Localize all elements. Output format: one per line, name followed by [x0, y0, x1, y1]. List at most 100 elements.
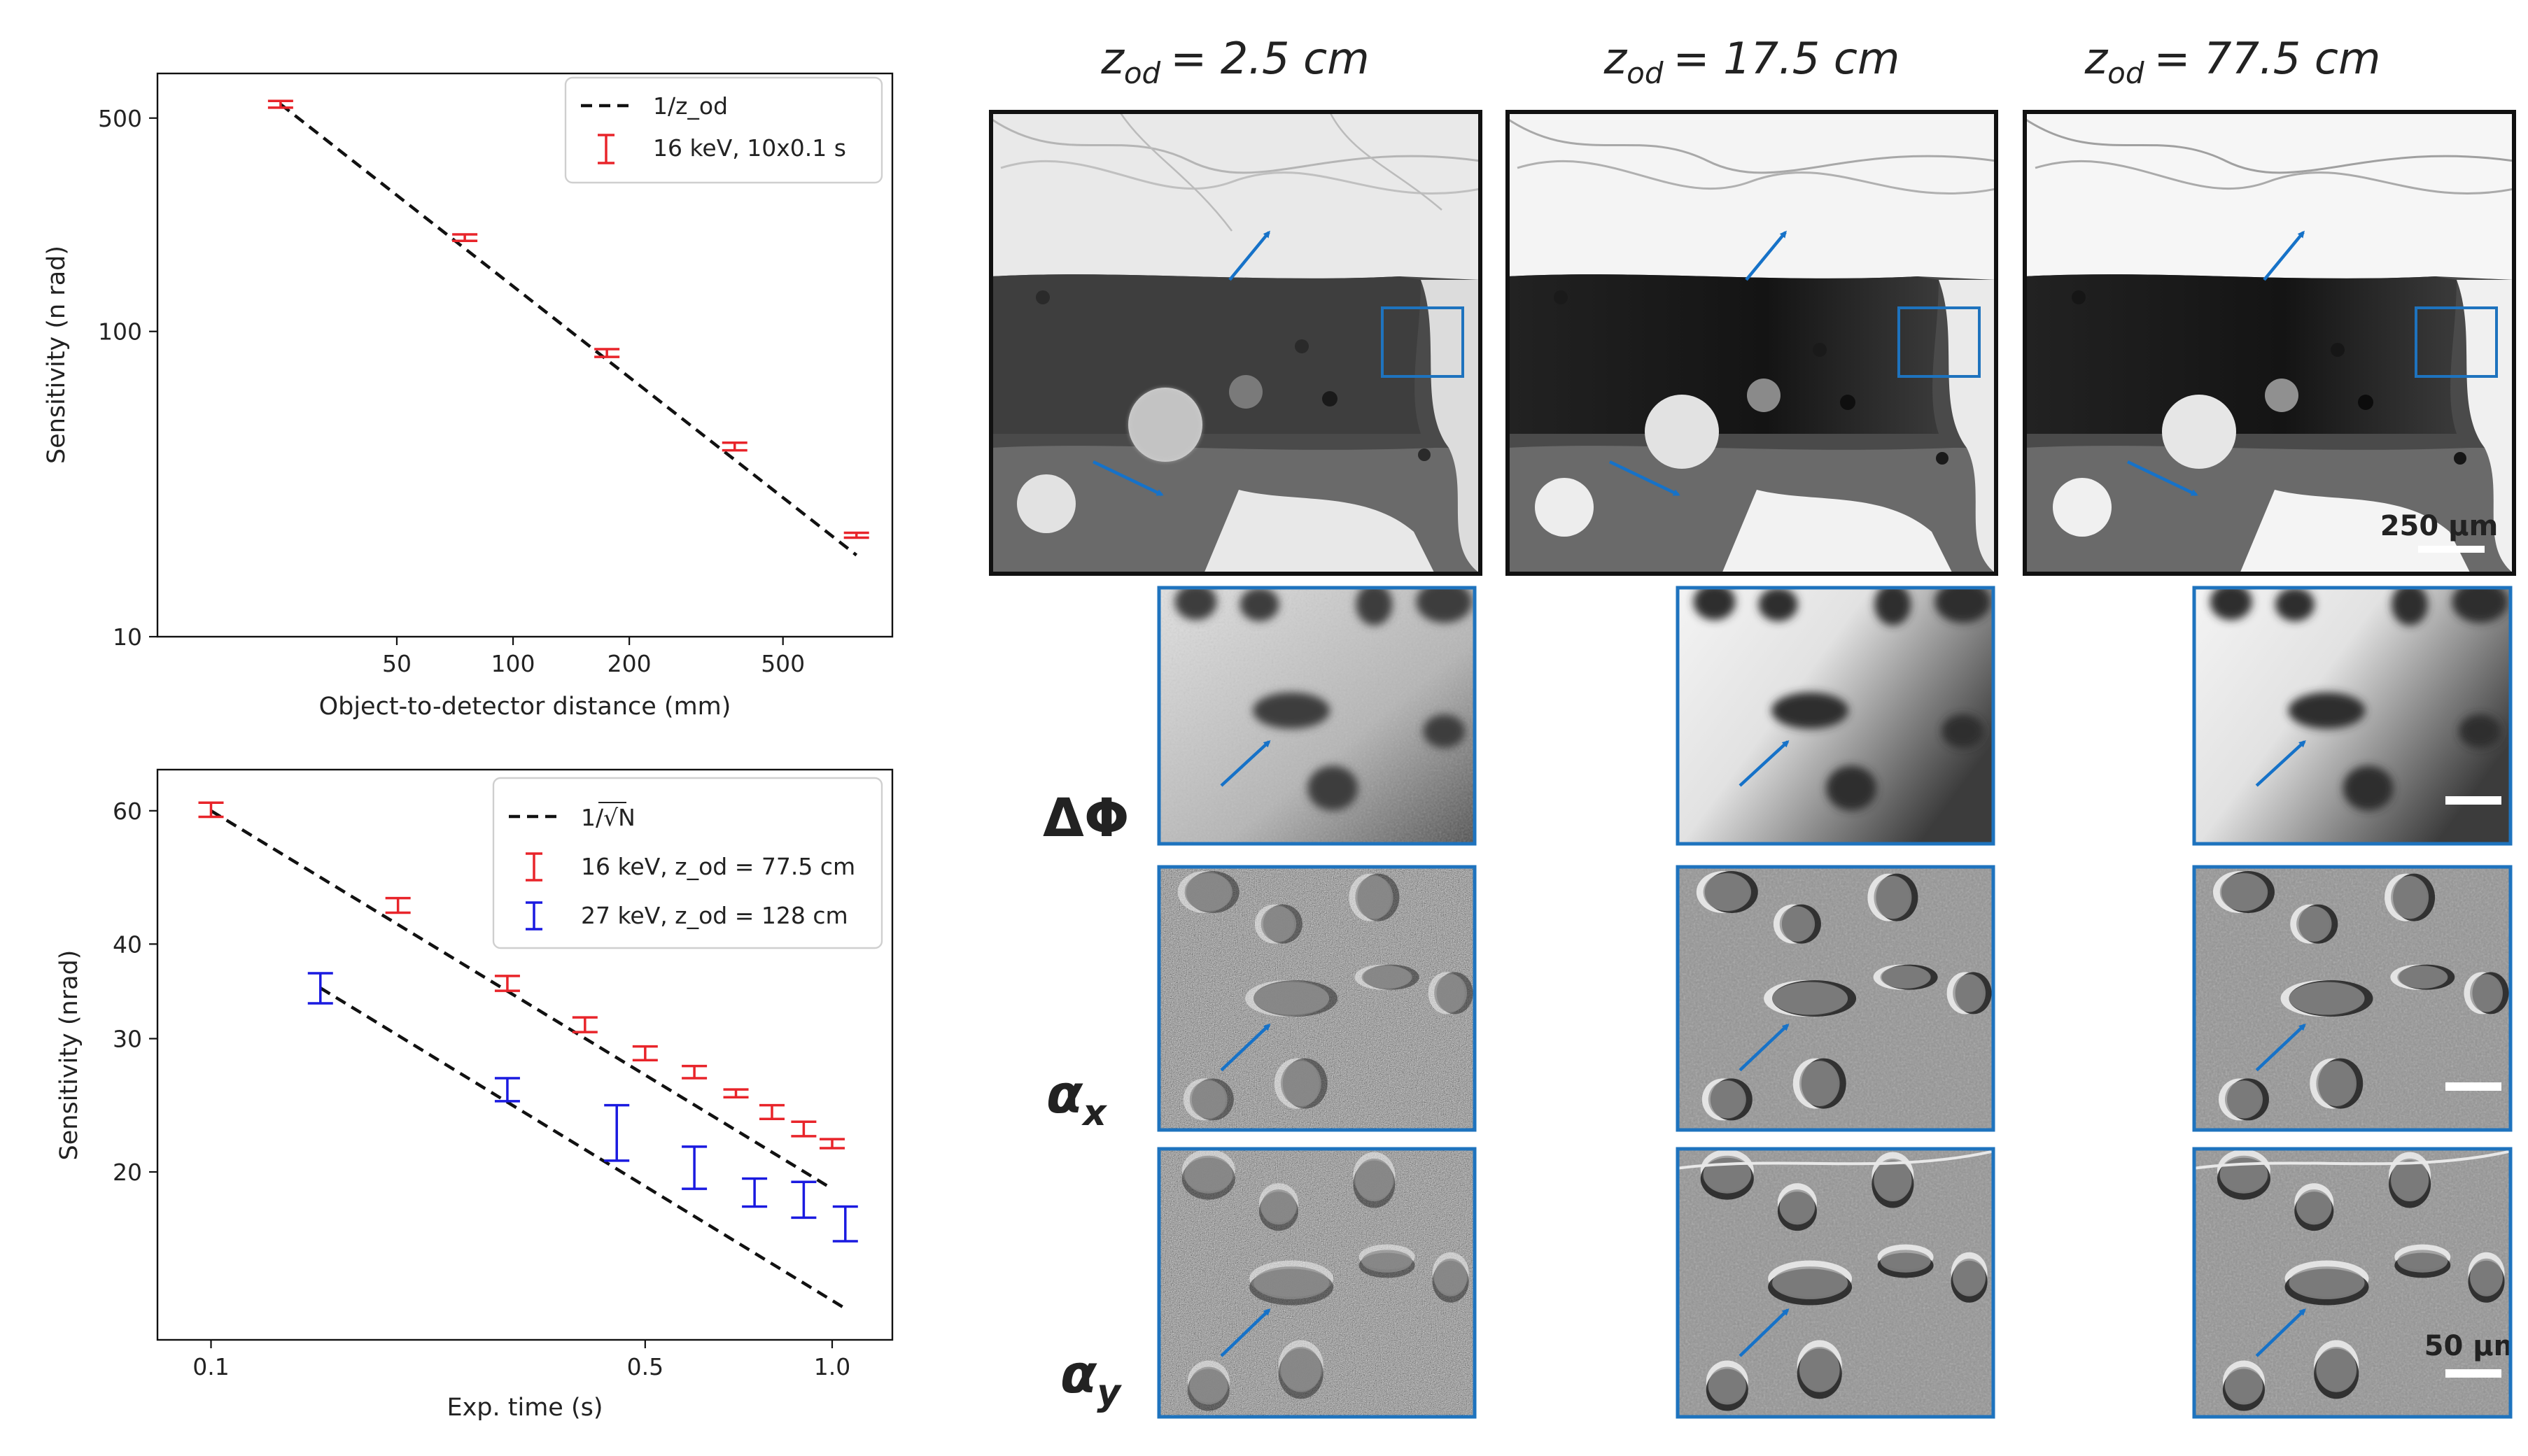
inclusion-blob: [1703, 873, 1751, 911]
scale-bar-label: 250 µm: [2380, 510, 2499, 542]
inclusion-blob: [2289, 1266, 2365, 1299]
legend-fit-label: 1/z_od: [653, 92, 728, 120]
inclusion-blob: [1772, 982, 1848, 1015]
arrow-icon: [1093, 460, 1164, 497]
plot-frame: [156, 72, 894, 638]
inclusion-blob: [1826, 765, 1877, 811]
zoom-panel: 50 µm: [2193, 1147, 2512, 1418]
inclusion-blob: [2391, 1158, 2429, 1202]
legend: 1/√N 16 keV, z_od = 77.5 cm 27 keV, z_od…: [492, 777, 883, 949]
column-title-2: zod = 17.5 cm: [1603, 33, 1900, 90]
y-axis-label: Sensitivity (n rad): [43, 246, 71, 464]
arrow-icon: [2255, 1308, 2306, 1357]
zoom-panel-frame: [1676, 1147, 1995, 1419]
legend-series-label: 16 keV, z_od = 77.5 cm: [581, 853, 855, 880]
zoom-panel-grid: 50 µm: [1157, 586, 2513, 1419]
inclusion-blob: [2210, 586, 2252, 621]
inclusion-blob: [2392, 586, 2429, 625]
arrow-icon: [1220, 1023, 1271, 1072]
arrow-icon: [1739, 740, 1790, 787]
inclusion-blob: [1261, 1189, 1297, 1225]
inclusion-blob: [1953, 1258, 1986, 1296]
inclusion-blob: [1240, 587, 1279, 621]
inclusion-blob: [1953, 974, 1986, 1012]
inclusion-blob: [1779, 906, 1816, 942]
inclusion-blob: [2470, 974, 2503, 1012]
inclusion-blob: [2296, 906, 2332, 942]
x-axis-label: Object-to-detector distance (mm): [319, 693, 731, 721]
inclusion-blob: [2391, 876, 2429, 919]
y-ticks: 20 30 40 60: [113, 798, 157, 1186]
scale-bar: [2418, 546, 2485, 553]
fit-line: [319, 987, 846, 1310]
inclusion-blob: [2470, 1258, 2503, 1296]
inclusion-blob: [2219, 873, 2268, 911]
inclusion-blob: [1280, 1346, 1321, 1392]
zoom-panel: [1676, 865, 1995, 1131]
edge-line: [1676, 1150, 1995, 1170]
fit-line: [279, 103, 858, 557]
x-ticks: 0.1 0.5 1.0: [192, 1340, 850, 1380]
inclusion-blob: [2452, 586, 2508, 623]
inclusion-blob: [1703, 1155, 1751, 1194]
y-tick-label: 20: [113, 1159, 142, 1186]
arrow-icon: [1745, 230, 1787, 281]
zoom-panel: [1158, 586, 1476, 845]
inclusion-blob: [1434, 974, 1468, 1012]
x-ticks: 50 100 200 500: [382, 637, 805, 677]
row-label-alpha-y: αy: [1060, 1343, 1122, 1414]
x-tick-label: 200: [608, 650, 652, 677]
inclusion-blob: [1799, 1061, 1840, 1106]
inclusion-blob: [2219, 1155, 2268, 1194]
inclusion-blob: [2224, 1080, 2263, 1119]
inclusion-blob: [1280, 1061, 1321, 1106]
inclusion-blob: [1356, 586, 1393, 625]
inclusion-blob: [2296, 1189, 2332, 1225]
roi-box: [2415, 306, 2498, 378]
inclusion-blob: [1189, 1080, 1228, 1119]
arrow-icon: [1609, 460, 1680, 497]
zoom-panel-frame: [1676, 865, 1995, 1132]
inclusion-blob: [2224, 1366, 2263, 1405]
inclusion-blob: [1874, 1158, 1912, 1202]
inclusion-blob: [1772, 1266, 1848, 1299]
inclusion-blob: [1355, 876, 1393, 919]
sensitivity-vs-exposure-chart: 0.1 0.5 1.0 20 30 40 60 Exp. time (s) Sensiti…: [55, 768, 894, 1422]
scale-bar: [2445, 1369, 2501, 1378]
x-tick-label: 0.1: [192, 1353, 229, 1380]
inclusion-blob: [1708, 1366, 1746, 1405]
scale-bar: [2445, 796, 2501, 805]
legend: 1/z_od 16 keV, 10x0.1 s: [564, 76, 883, 184]
x-tick-label: 100: [491, 650, 535, 677]
inclusion-blob: [1423, 714, 1466, 749]
row-label-alpha-x: αx: [1046, 1063, 1107, 1134]
zoom-panel: [1158, 1147, 1476, 1418]
y-ticks: 10 100 500: [98, 105, 157, 651]
inclusion-blob: [1184, 1155, 1233, 1194]
inclusion-blob: [1799, 1346, 1840, 1392]
y-tick-label: 60: [113, 798, 142, 825]
inclusion-blob: [1361, 966, 1412, 989]
zoom-panel: [1676, 586, 1995, 845]
zoom-panel: [1676, 1147, 1995, 1418]
legend-series-label: 27 keV, z_od = 128 cm: [581, 902, 848, 929]
overview-image-1: [991, 112, 1480, 574]
inclusion-blob: [1361, 1250, 1412, 1273]
zoom-panel-frame: [2192, 586, 2513, 846]
zoom-panel: [2193, 586, 2512, 845]
y-tick-label: 500: [98, 105, 142, 132]
inclusion-blob: [1874, 586, 1911, 625]
inclusion-blob: [1874, 876, 1912, 919]
inclusion-blob: [1253, 692, 1330, 729]
arrow-icon: [1220, 740, 1271, 787]
arrow-icon: [2255, 1023, 2306, 1072]
y-tick-label: 10: [113, 623, 142, 651]
legend-fit-label: 1/√N: [581, 804, 635, 831]
inclusion-blob: [1941, 714, 1984, 749]
zoom-panel-frame: [1157, 865, 1477, 1132]
roi-box: [1381, 306, 1464, 378]
y-tick-label: 30: [113, 1025, 142, 1052]
zoom-panel-frame: [2192, 1147, 2513, 1419]
zoom-panel-frame: [1157, 1147, 1477, 1419]
